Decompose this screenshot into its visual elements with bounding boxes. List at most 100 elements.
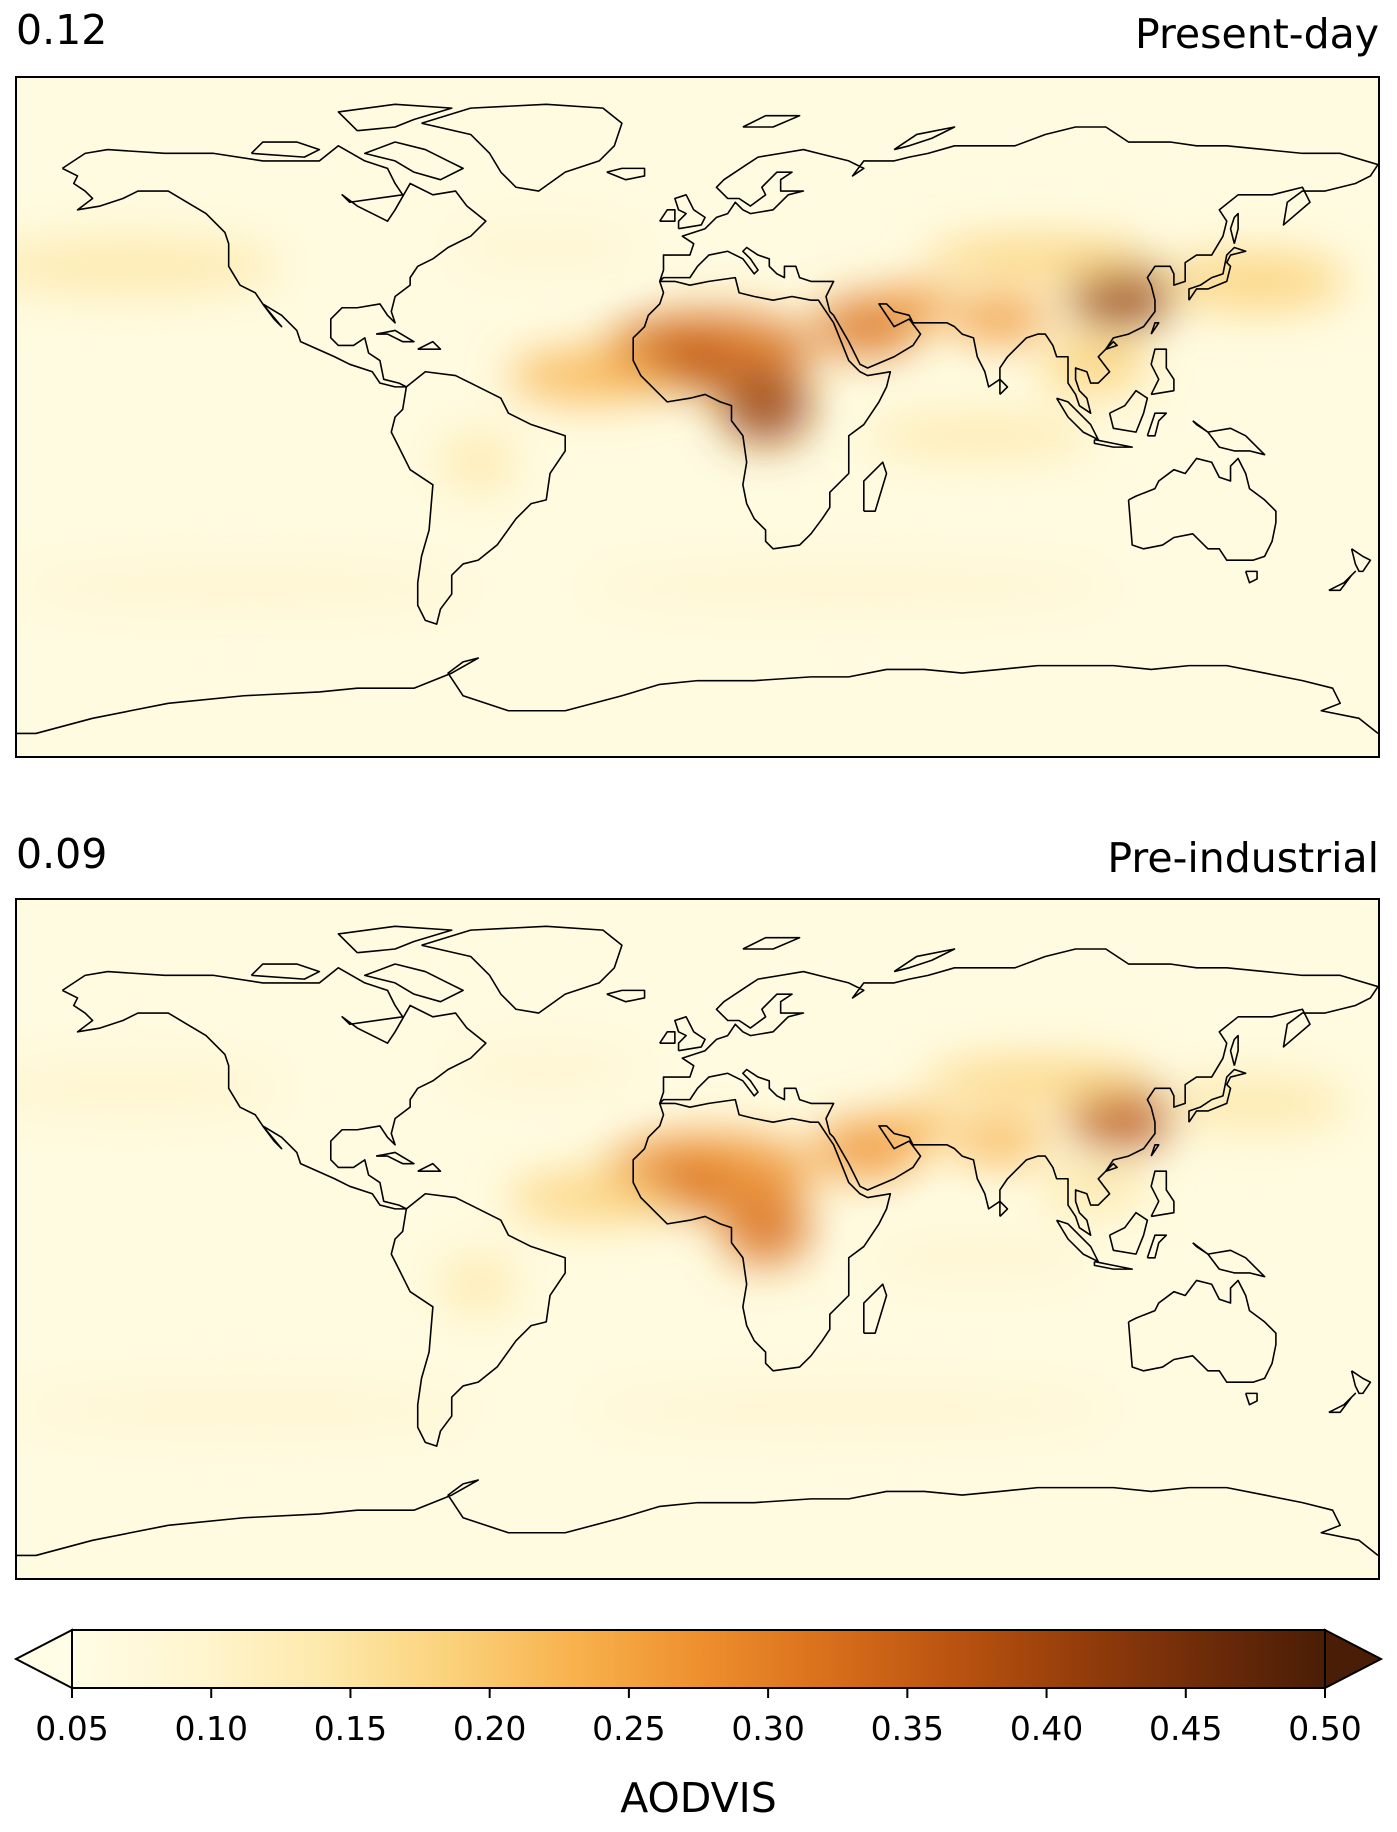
colorbar-tick-label: 0.25 <box>592 1709 665 1748</box>
map-frame <box>15 898 1380 1580</box>
colorbar-tick-label: 0.45 <box>1149 1709 1222 1748</box>
colorbar-tick-label: 0.40 <box>1010 1709 1083 1748</box>
colorbar-tick-label: 0.35 <box>871 1709 944 1748</box>
aod-region-india-north <box>950 1118 1050 1164</box>
colorbar-tick-label: 0.05 <box>35 1709 108 1748</box>
aod-region-so-band-2 <box>584 563 1114 610</box>
aod-map <box>17 78 1378 756</box>
coastline-eurasia-africa <box>632 126 1378 550</box>
coastline-hispaniola <box>417 1162 442 1172</box>
coastline-new-guinea <box>1192 420 1266 456</box>
coastline-baffin-island <box>363 141 464 181</box>
coastline-sri-lanka <box>999 1200 1009 1217</box>
coastline-novaya-zemlya <box>893 126 956 151</box>
background-field <box>17 78 1378 756</box>
colorbar-extend-max <box>1324 1628 1384 1690</box>
map-frame <box>15 76 1380 758</box>
coastline-java <box>1093 1260 1134 1270</box>
aod-region-pacific-out <box>1166 251 1348 312</box>
aod-region-central-af <box>720 1190 811 1266</box>
scenario-title: Present-day <box>1134 10 1379 58</box>
coastline-australia <box>1127 457 1277 561</box>
coastline-taiwan <box>1150 322 1160 335</box>
coastline-south-america <box>390 1192 566 1447</box>
coastline-north-america <box>61 145 487 388</box>
aod-region-n-atl-band <box>451 224 641 271</box>
coastline-japan <box>1188 1068 1247 1123</box>
aod-region-persia <box>878 285 955 323</box>
aod-region-se-asia <box>1041 334 1148 395</box>
aod-region-amazon <box>440 432 517 493</box>
coastline-madagascar <box>863 1283 888 1334</box>
coastline-eurasia-africa <box>632 948 1378 1372</box>
colorbar-tick-label: 0.10 <box>174 1709 247 1748</box>
aod-region-pacific-out <box>1166 1073 1348 1134</box>
aod-region-n-atl-band <box>451 1046 641 1093</box>
aod-region-atl-plume <box>508 1171 675 1224</box>
coastline-hispaniola <box>417 340 442 350</box>
coastline-hainan <box>1105 1162 1118 1172</box>
coastline-sakhalin <box>1229 212 1239 244</box>
coastline-taiwan <box>1150 1144 1160 1157</box>
coastlines <box>17 103 1378 735</box>
background-field <box>17 900 1378 1578</box>
coastline-new-zealand-north <box>1350 1370 1372 1395</box>
coastline-greenland <box>421 103 623 192</box>
coastline-cuba <box>375 329 415 343</box>
aod-region-indian-oc <box>867 413 1095 459</box>
aod-region-tibet-band <box>924 1058 1152 1104</box>
aod-region-tibet-band <box>924 236 1152 282</box>
aod-region-n-pac-band <box>17 236 282 297</box>
coastline-svalbard <box>742 114 801 128</box>
aod-region-india-north <box>950 296 1050 342</box>
coastline-novaya-zemlya <box>893 948 956 973</box>
coastline-japan <box>1188 246 1247 301</box>
coastline-new-guinea <box>1192 1242 1266 1278</box>
coastline-ellesmere-island <box>337 103 453 132</box>
coastline-australia <box>1127 1279 1277 1383</box>
aod-region-amazon <box>440 1254 517 1315</box>
colorbar-extend-min <box>13 1628 73 1690</box>
coastline-new-zealand-south <box>1328 1392 1357 1414</box>
aod-region-indian-oc <box>867 1235 1095 1281</box>
aod-map <box>17 900 1378 1578</box>
coastline-ireland <box>659 209 676 222</box>
aod-region-so-band-2 <box>584 1385 1114 1432</box>
coastline-philippines <box>1150 348 1175 396</box>
coastline-borneo <box>1108 389 1149 433</box>
coastline-victoria-island <box>250 963 321 980</box>
coastline-north-america <box>61 967 487 1210</box>
scenario-title: Pre-industrial <box>1107 834 1379 882</box>
coastline-sulawesi <box>1146 1234 1168 1259</box>
coastline-borneo <box>1108 1211 1149 1255</box>
coastline-sri-lanka <box>999 378 1009 395</box>
aod-field <box>17 224 1348 610</box>
coastline-svalbard <box>742 936 801 950</box>
colorbar-tick-label: 0.50 <box>1288 1709 1361 1748</box>
coastline-baffin-island <box>363 963 464 1003</box>
aod-region-se-asia <box>1041 1156 1148 1217</box>
aod-region-east-china <box>1067 262 1174 331</box>
coastline-new-zealand-north <box>1350 548 1372 573</box>
coastline-great-britain <box>674 194 706 230</box>
aod-region-central-af <box>720 368 811 444</box>
coastline-iceland <box>606 167 646 181</box>
coastline-hainan <box>1105 340 1118 350</box>
coastline-philippines <box>1150 1170 1175 1218</box>
aod-region-east-china <box>1067 1084 1174 1153</box>
global-mean-value: 0.12 <box>16 6 108 54</box>
colorbar-tick-label: 0.20 <box>453 1709 526 1748</box>
aod-field <box>17 1046 1348 1432</box>
colorbar-tick-label: 0.30 <box>731 1709 804 1748</box>
coastline-tasmania <box>1244 570 1258 584</box>
colorbar: 0.05 0.10 0.15 0.20 0.25 0.30 0.35 0.40 0.45 0.50… <box>13 1628 1384 1822</box>
coastline-victoria-island <box>250 141 321 158</box>
coastline-java <box>1093 438 1134 448</box>
aod-region-atl-plume <box>508 349 675 402</box>
global-mean-value: 0.09 <box>16 830 108 878</box>
coastline-antarctica <box>17 1479 1378 1557</box>
coastline-south-america <box>390 370 566 625</box>
coastline-new-zealand-south <box>1328 570 1357 592</box>
coastline-iceland <box>606 989 646 1003</box>
coastline-sakhalin <box>1229 1034 1239 1066</box>
